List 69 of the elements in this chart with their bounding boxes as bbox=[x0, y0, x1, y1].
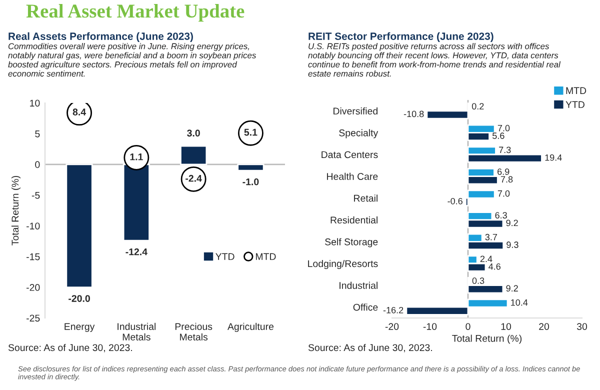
data-label: 9.2 bbox=[506, 285, 518, 292]
chart-subtitle: Commodities overall were positive in June. Rising energy prices, notably natural gas, were beneficial and a boom in soybean prices boosted agriculture sectors. Precious metals fell on improved economic sentiment. bbox=[8, 43, 256, 77]
data-label: 6.3 bbox=[495, 212, 507, 219]
data-label: 3.7 bbox=[485, 234, 498, 240]
y-tick-label: Self Storage bbox=[325, 238, 378, 248]
x-tick-label: -20 bbox=[385, 323, 399, 330]
y-tick-label: Diversified bbox=[334, 107, 378, 115]
legend-label: MTD bbox=[566, 87, 586, 94]
data-label: -0.6 bbox=[448, 198, 462, 204]
data-label: 7.0 bbox=[498, 124, 510, 132]
data-label: 7.0 bbox=[498, 190, 510, 197]
chart-title: REIT Sector Performance (June 2023) bbox=[308, 32, 494, 42]
data-label: 7.3 bbox=[499, 146, 511, 154]
y-tick-label: Retail bbox=[354, 194, 378, 202]
y-tick-label: Office bbox=[353, 304, 378, 311]
chart-subtitle: U.S. REITs posted positive returns across all sectors with offices notably bouncing off their recent lows. However, YTD, data centers continue to benefit from work-from-home trends and residential real estate remains robust. bbox=[308, 43, 561, 77]
source-note: Source: As of June 30, 2023. bbox=[8, 344, 132, 352]
data-label: 8.4 bbox=[72, 108, 86, 116]
data-label: 5.6 bbox=[492, 132, 504, 139]
legend-label: MTD bbox=[256, 253, 276, 260]
x-tick-label: 0 bbox=[466, 323, 470, 330]
x-tick-label: Industrial Metals bbox=[118, 322, 156, 340]
text: Real Asset Market Update bbox=[26, 4, 244, 22]
y-tick-label: 10 bbox=[30, 100, 40, 107]
data-label: 1.1 bbox=[130, 153, 143, 160]
x-tick-label: -10 bbox=[423, 323, 437, 330]
y-axis-title: Total Return (%) bbox=[11, 176, 21, 246]
legend-label: YTD bbox=[216, 253, 234, 260]
x-tick-label: Precious Metals bbox=[175, 322, 212, 340]
y-tick-label: 0 bbox=[35, 161, 40, 168]
x-tick-label: 30 bbox=[576, 323, 588, 330]
x-tick-label: 20 bbox=[539, 323, 550, 330]
data-label: 3.0 bbox=[187, 130, 200, 137]
data-label: 4.6 bbox=[488, 263, 500, 270]
data-label: -2.4 bbox=[186, 174, 202, 182]
data-label: -10.8 bbox=[404, 110, 424, 118]
y-tick-label: -15 bbox=[26, 253, 40, 260]
chart-title: Real Assets Performance (June 2023) bbox=[8, 32, 193, 42]
data-label: 7.8 bbox=[500, 176, 513, 183]
x-tick-label: Energy bbox=[64, 323, 95, 332]
data-label: 0.3 bbox=[472, 278, 484, 284]
data-label: 19.4 bbox=[545, 154, 562, 161]
y-tick-label: -5 bbox=[32, 192, 40, 199]
data-label: 10.4 bbox=[511, 299, 528, 306]
y-tick-label: -25 bbox=[26, 314, 40, 322]
data-label: -20.0 bbox=[68, 295, 90, 302]
data-label: 2.4 bbox=[480, 256, 492, 262]
x-tick-label: Agriculture bbox=[228, 322, 274, 332]
data-label: 9.3 bbox=[506, 242, 518, 248]
data-label: -12.4 bbox=[126, 248, 148, 256]
data-label: 9.2 bbox=[506, 220, 518, 226]
data-label: -16.2 bbox=[383, 306, 404, 314]
y-tick-label: -20 bbox=[26, 284, 40, 291]
data-label: 0.2 bbox=[472, 103, 484, 110]
x-axis-title: Total Return (%) bbox=[452, 334, 522, 344]
y-tick-label: Industrial bbox=[340, 282, 378, 289]
data-label: 5.1 bbox=[244, 128, 258, 136]
legend-label: YTD bbox=[566, 101, 584, 108]
data-label: 6.9 bbox=[498, 168, 510, 175]
y-tick-label: Specialty bbox=[339, 129, 378, 138]
y-tick-label: -10 bbox=[26, 222, 40, 230]
y-tick-label: Residential bbox=[330, 216, 378, 224]
x-tick-label: 10 bbox=[501, 323, 512, 330]
y-tick-label: Data Centers bbox=[322, 151, 378, 158]
source-note: Source: As of June 30, 2023. bbox=[308, 344, 432, 352]
y-tick-label: Lodging/Resorts bbox=[308, 260, 378, 270]
y-tick-label: Health Care bbox=[327, 172, 378, 180]
y-tick-label: 5 bbox=[35, 130, 40, 138]
data-label: -1.0 bbox=[242, 178, 259, 186]
